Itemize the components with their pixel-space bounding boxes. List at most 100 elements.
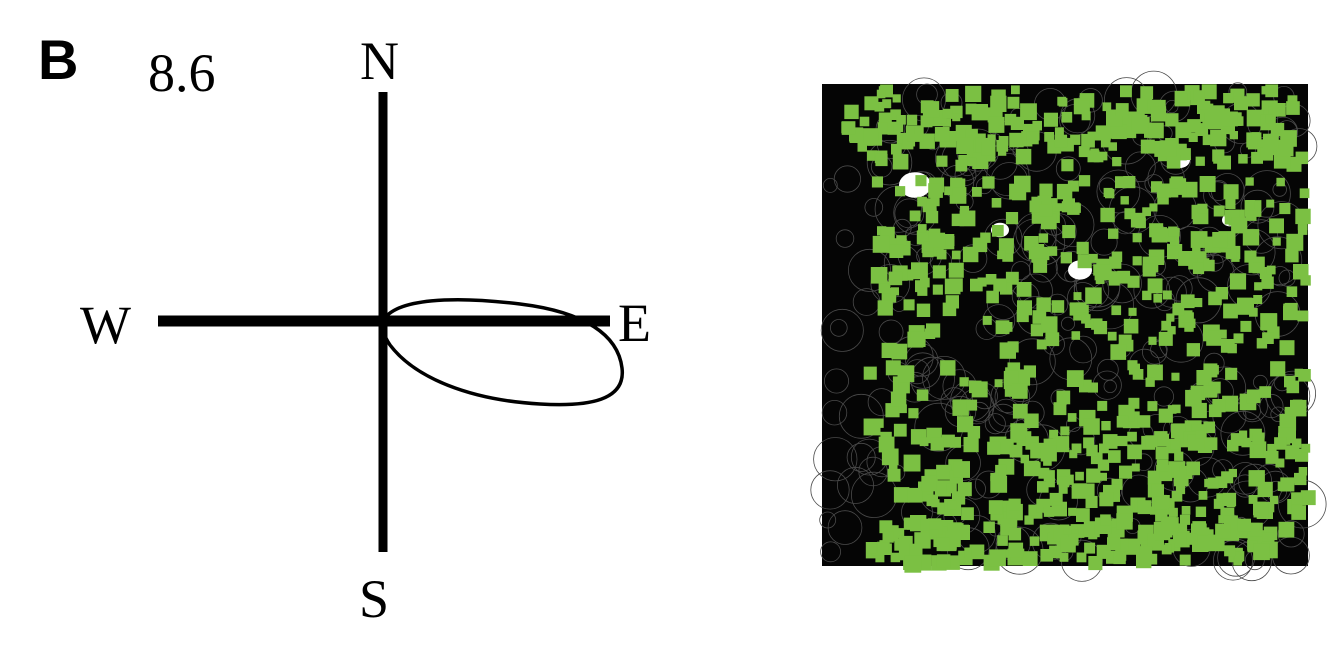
highlight-point bbox=[1248, 495, 1258, 504]
highlight-point bbox=[1222, 492, 1237, 506]
highlight-point bbox=[1029, 536, 1040, 546]
highlight-point bbox=[931, 499, 940, 508]
trajectory-loop bbox=[810, 470, 850, 510]
highlight-point bbox=[1021, 131, 1031, 141]
highlight-point bbox=[925, 210, 939, 224]
highlight-point bbox=[1088, 253, 1098, 263]
trajectory-loop bbox=[1069, 335, 1097, 364]
highlight-point bbox=[1267, 443, 1277, 454]
highlight-point bbox=[1170, 440, 1180, 450]
highlight-point bbox=[1265, 115, 1275, 124]
trajectory-loop bbox=[1074, 272, 1110, 309]
highlight-point bbox=[1208, 291, 1222, 306]
highlight-point bbox=[1157, 193, 1169, 205]
highlight-point bbox=[1279, 203, 1291, 215]
highlight-point bbox=[1192, 521, 1206, 535]
highlight-point bbox=[1221, 471, 1232, 482]
highlight-point bbox=[909, 543, 923, 557]
trajectory-loop bbox=[1096, 169, 1141, 214]
highlight-point bbox=[1100, 207, 1115, 223]
highlight-point bbox=[1233, 333, 1244, 344]
highlight-point bbox=[1172, 404, 1181, 414]
highlight-point bbox=[1015, 148, 1032, 165]
highlight-point bbox=[1239, 430, 1248, 439]
highlight-point bbox=[936, 554, 951, 568]
highlight-point bbox=[923, 241, 934, 252]
compass-west-label: W bbox=[80, 295, 131, 355]
highlight-point bbox=[863, 366, 877, 380]
highlight-point bbox=[911, 431, 922, 441]
trajectory-loop bbox=[1277, 520, 1305, 548]
highlight-point bbox=[1216, 493, 1225, 502]
highlight-point bbox=[888, 271, 903, 286]
highlight-point bbox=[1297, 220, 1308, 231]
highlight-point bbox=[1066, 370, 1084, 387]
trajectory-loop bbox=[866, 139, 913, 186]
highlight-point bbox=[1213, 498, 1224, 509]
highlight-point bbox=[1108, 450, 1121, 463]
highlight-point bbox=[1060, 252, 1072, 264]
highlight-point bbox=[1099, 492, 1114, 507]
highlight-point bbox=[1005, 271, 1019, 285]
highlight-point bbox=[1008, 498, 1021, 511]
trajectory-loop bbox=[835, 229, 855, 248]
highlight-point bbox=[1233, 116, 1244, 126]
trajectory-loop bbox=[833, 165, 862, 193]
highlight-point bbox=[1265, 450, 1279, 464]
highlight-point bbox=[971, 104, 988, 121]
highlight-point bbox=[932, 265, 946, 279]
highlight-point bbox=[1168, 507, 1178, 517]
highlight-point bbox=[1131, 463, 1140, 472]
highlight-point bbox=[1044, 132, 1054, 142]
highlight-point bbox=[922, 101, 940, 118]
highlight-point bbox=[1010, 116, 1024, 130]
highlight-point bbox=[1108, 142, 1117, 151]
highlight-point bbox=[882, 531, 894, 543]
highlight-point bbox=[950, 436, 961, 448]
highlight-point bbox=[1147, 278, 1163, 294]
trajectory-loop bbox=[864, 198, 884, 217]
highlight-point bbox=[890, 552, 901, 563]
highlight-point bbox=[1058, 476, 1070, 488]
highlight-point bbox=[1084, 542, 1096, 554]
highlight-point bbox=[1300, 275, 1311, 286]
trajectory-loop bbox=[1103, 379, 1117, 393]
highlight-point bbox=[1241, 437, 1251, 448]
highlight-point bbox=[1081, 111, 1091, 121]
highlight-point bbox=[1275, 458, 1285, 468]
highlight-point bbox=[1111, 478, 1123, 490]
highlight-point bbox=[947, 500, 957, 510]
highlight-point bbox=[1199, 176, 1216, 192]
trajectory-loop bbox=[1097, 358, 1119, 381]
highlight-point bbox=[1036, 247, 1050, 261]
highlight-point bbox=[878, 281, 891, 294]
highlight-point bbox=[1236, 526, 1248, 539]
highlight-point bbox=[1215, 523, 1231, 539]
highlight-point bbox=[1229, 273, 1247, 290]
highlight-point bbox=[1286, 380, 1300, 394]
highlight-point bbox=[985, 274, 997, 285]
highlight-point bbox=[1208, 105, 1225, 122]
highlight-point bbox=[1058, 97, 1068, 107]
highlight-point bbox=[1166, 155, 1181, 169]
compass-north-label: N bbox=[360, 31, 399, 91]
highlight-point bbox=[916, 389, 929, 401]
highlight-point bbox=[1109, 271, 1119, 280]
highlight-point bbox=[934, 127, 950, 142]
highlight-point bbox=[879, 520, 893, 534]
highlight-point bbox=[1213, 205, 1225, 217]
highlight-point bbox=[1156, 183, 1171, 198]
highlight-point bbox=[1140, 86, 1154, 99]
highlight-point bbox=[957, 416, 974, 433]
highlight-point bbox=[936, 464, 952, 480]
highlight-point bbox=[916, 303, 931, 317]
highlight-point bbox=[1151, 484, 1164, 497]
trajectory-loop bbox=[874, 185, 922, 233]
highlight-point bbox=[891, 143, 902, 155]
highlight-point bbox=[1253, 446, 1264, 457]
highlight-point bbox=[1188, 132, 1198, 142]
trajectory-loop bbox=[1134, 453, 1153, 472]
highlight-point bbox=[1095, 125, 1111, 141]
highlight-point bbox=[1202, 134, 1214, 146]
trajectory-loop bbox=[829, 319, 848, 337]
